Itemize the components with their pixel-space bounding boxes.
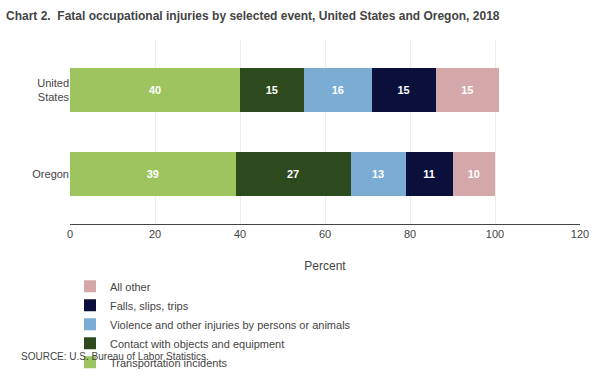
- svg-text:40: 40: [149, 84, 161, 96]
- svg-text:0: 0: [67, 228, 73, 240]
- svg-text:60: 60: [319, 228, 331, 240]
- svg-text:10: 10: [468, 168, 480, 180]
- svg-text:80: 80: [404, 228, 416, 240]
- svg-text:11: 11: [423, 168, 435, 180]
- svg-text:15: 15: [398, 84, 410, 96]
- svg-text:Falls, slips, trips: Falls, slips, trips: [110, 300, 189, 312]
- svg-text:16: 16: [332, 84, 344, 96]
- svg-text:SOURCE: U.S. Bureau of Labor S: SOURCE: U.S. Bureau of Labor Statistics.: [21, 351, 209, 362]
- svg-text:120: 120: [571, 228, 589, 240]
- svg-text:Violence and other injuries by: Violence and other injuries by persons o…: [110, 319, 351, 331]
- svg-text:Contact with objects and equip: Contact with objects and equipment: [110, 338, 284, 350]
- svg-text:Percent: Percent: [304, 259, 346, 273]
- svg-text:Transportation incidents: Transportation incidents: [110, 357, 227, 369]
- svg-text:13: 13: [372, 168, 384, 180]
- svg-text:20: 20: [149, 228, 161, 240]
- svg-text:27: 27: [287, 168, 299, 180]
- svg-text:UnitedStates: UnitedStates: [37, 77, 69, 103]
- svg-text:All other: All other: [110, 281, 151, 293]
- svg-text:Oregon: Oregon: [32, 168, 69, 180]
- svg-text:15: 15: [461, 84, 473, 96]
- svg-text:Chart 2. Fatal occupational i: Chart 2. Fatal occupational injuries by …: [6, 9, 500, 23]
- svg-text:40: 40: [234, 228, 246, 240]
- svg-text:39: 39: [147, 168, 159, 180]
- svg-text:100: 100: [486, 228, 504, 240]
- svg-text:15: 15: [266, 84, 278, 96]
